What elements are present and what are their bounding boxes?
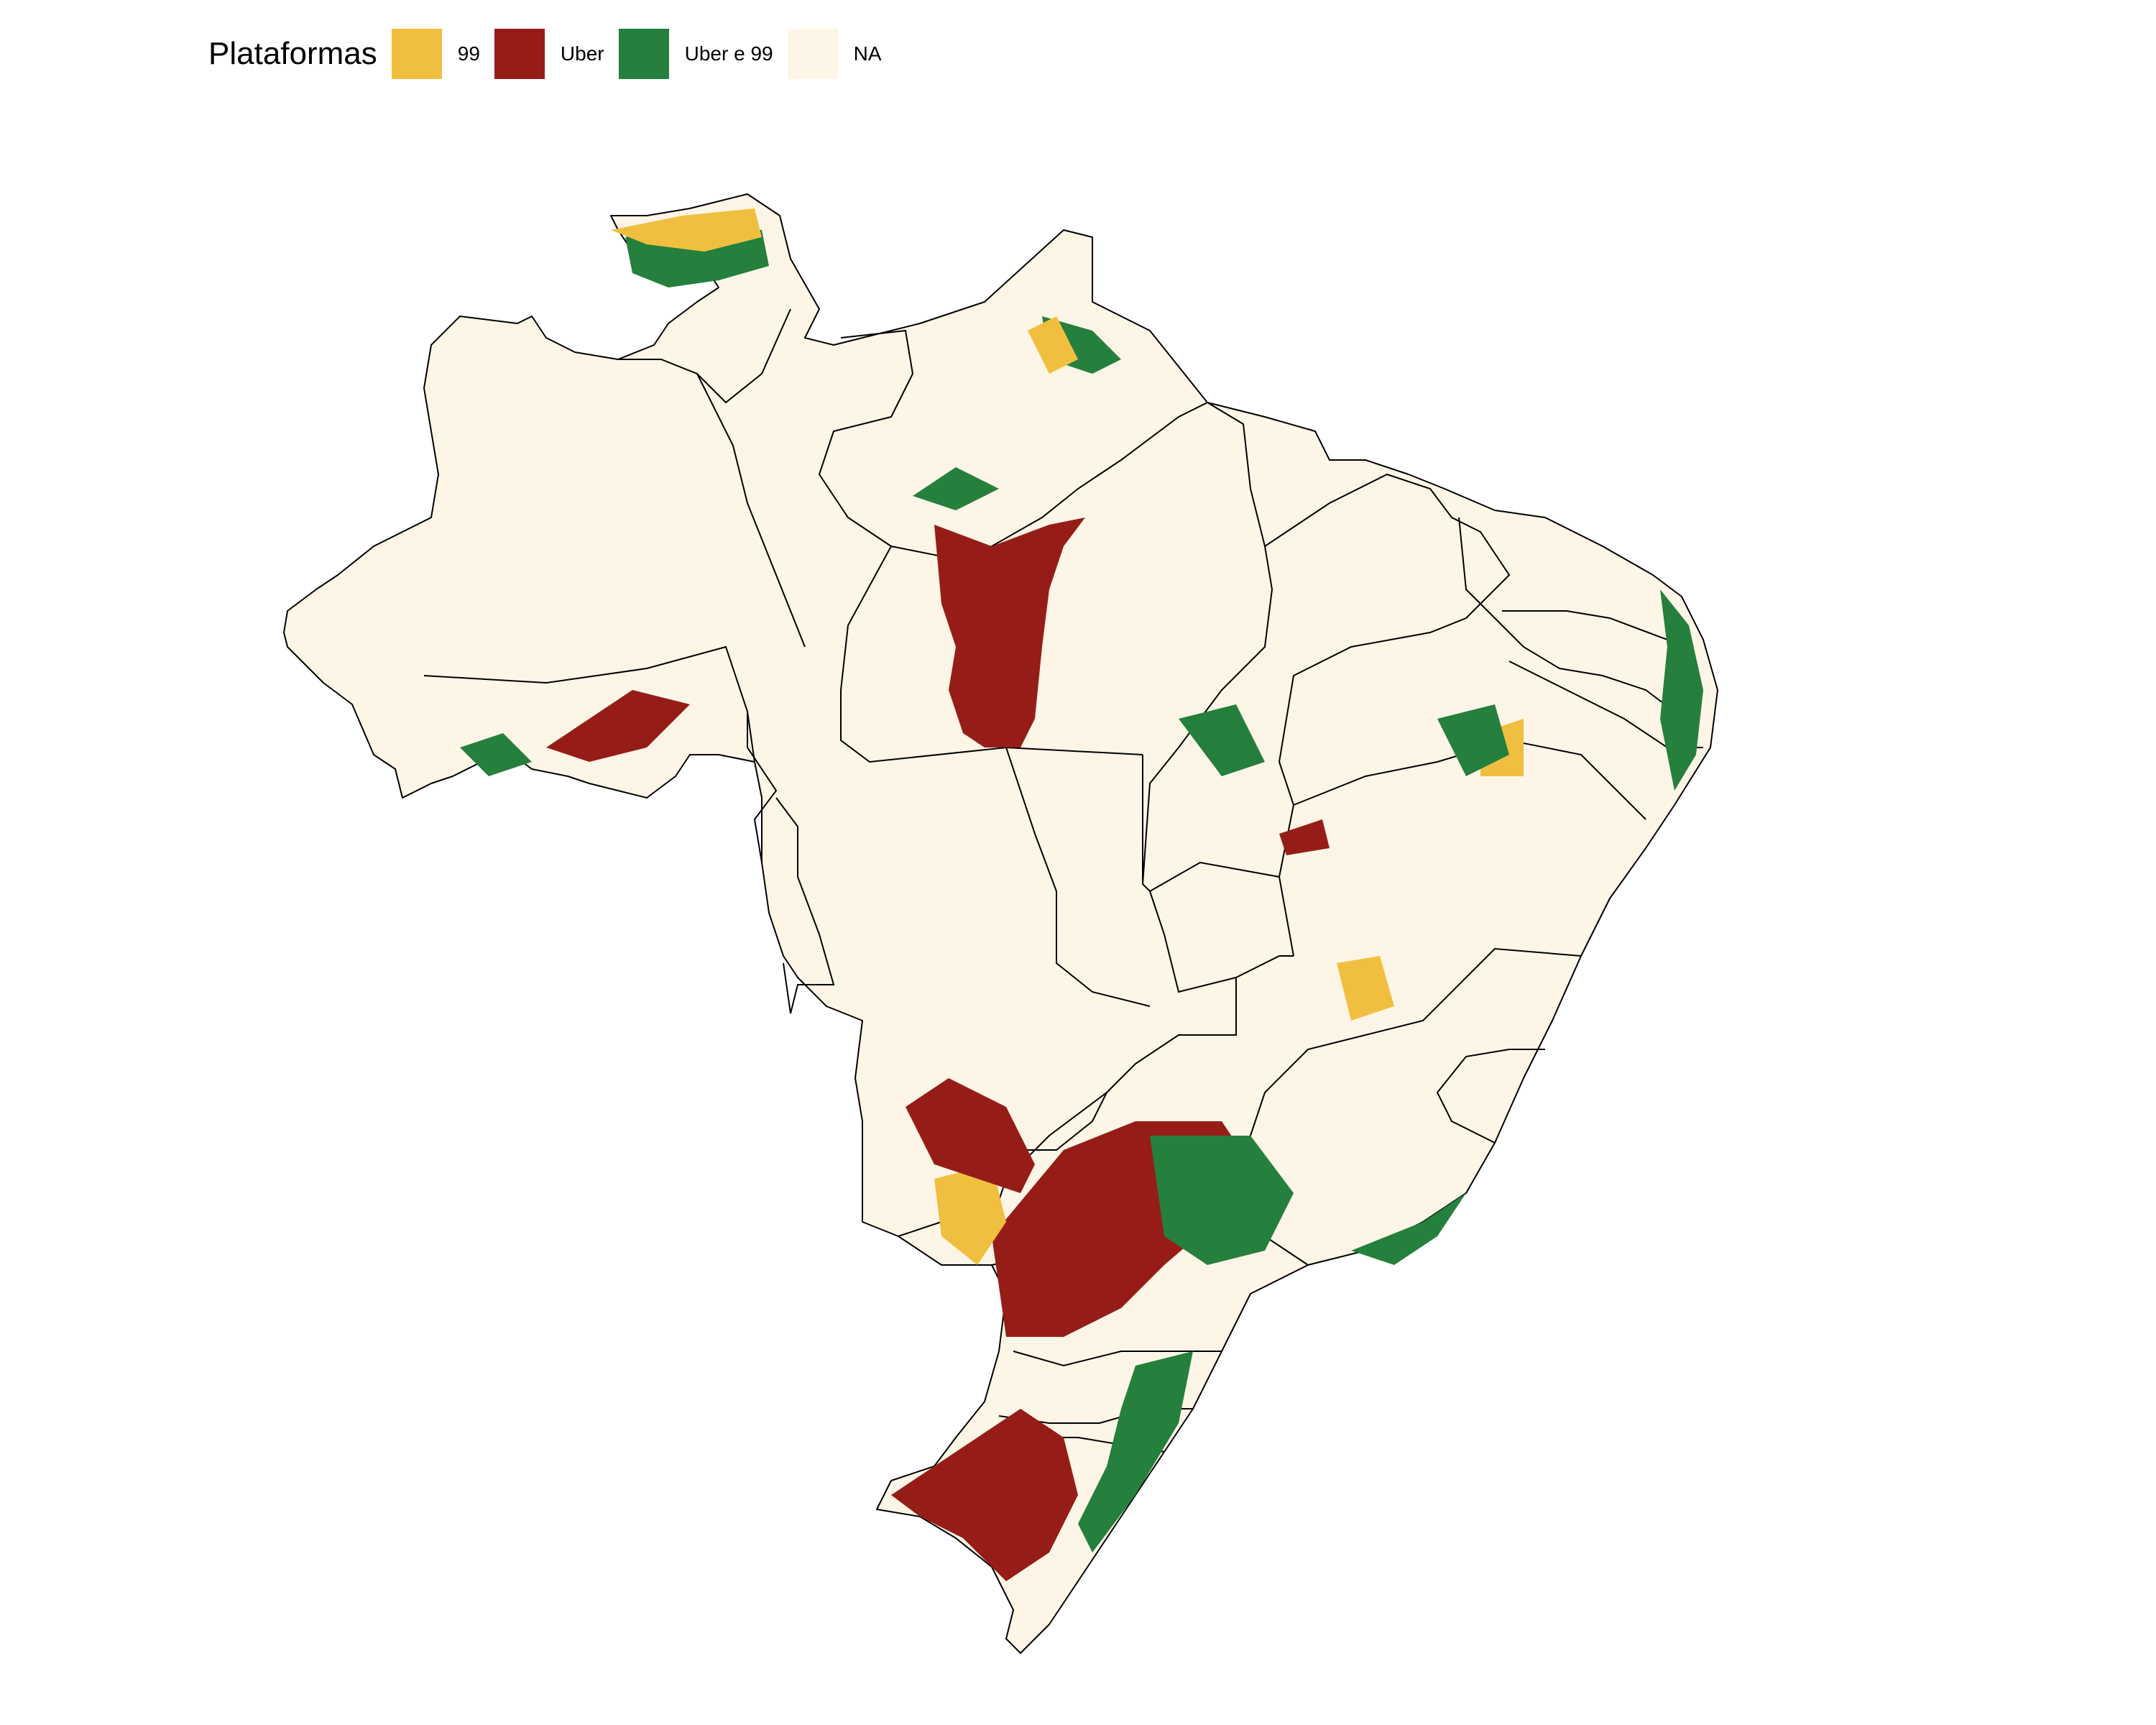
region-uber-4 xyxy=(906,1078,1035,1193)
legend-swatch-uber-e-99 xyxy=(618,29,669,79)
region-uber-e-99-7 xyxy=(1660,589,1703,791)
region-uber-e-99-5 xyxy=(1078,1351,1193,1552)
legend-swatch-uber xyxy=(494,29,545,79)
region-99-3 xyxy=(934,1164,1006,1265)
legend-item-uber: Uber xyxy=(494,29,604,79)
legend-item-uber-e-99: Uber e 99 xyxy=(618,29,773,79)
region-uber-e-99-10 xyxy=(460,733,532,776)
region-uber-6 xyxy=(546,690,690,762)
region-99-2 xyxy=(1028,316,1078,374)
legend-swatch-99 xyxy=(391,29,442,79)
region-99-4 xyxy=(1337,956,1394,1021)
legend-label-uber: Uber xyxy=(560,42,604,65)
legend-title: Plataformas xyxy=(208,36,377,71)
region-uber-5 xyxy=(1279,819,1330,855)
region-uber-e-99-6 xyxy=(1351,1193,1466,1265)
region-uber-e-99-4 xyxy=(1150,1136,1294,1265)
legend-item-na: NA xyxy=(787,29,882,79)
region-uber-e-99-9 xyxy=(1437,704,1509,776)
region-uber-1 xyxy=(934,518,1085,748)
legend: Plataformas 99 Uber Uber e 99 NA xyxy=(208,29,896,79)
region-uber-e-99-2 xyxy=(913,467,999,510)
legend-label-uber-e-99: Uber e 99 xyxy=(684,42,773,65)
legend-label-99: 99 xyxy=(457,42,480,65)
region-uber-e-99-8 xyxy=(1179,704,1265,776)
region-uber-3 xyxy=(891,1409,1078,1581)
legend-label-na: NA xyxy=(853,42,882,65)
legend-item-99: 99 xyxy=(391,29,480,79)
region-99-1 xyxy=(611,208,762,252)
legend-swatch-na xyxy=(787,29,838,79)
